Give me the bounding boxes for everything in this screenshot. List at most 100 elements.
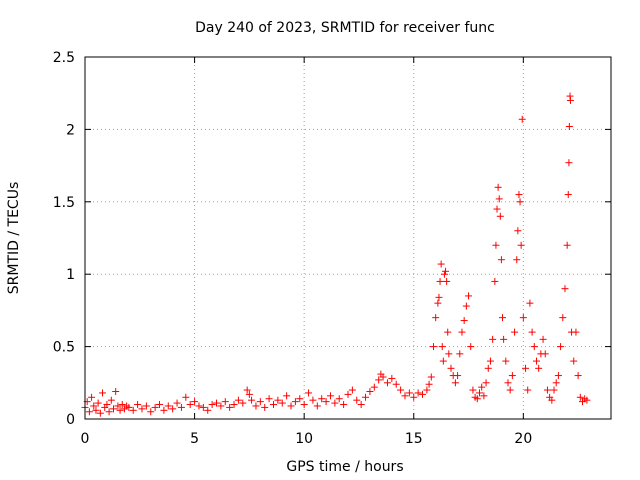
x-tick-label: 10 (295, 431, 313, 447)
data-point (554, 372, 562, 380)
data-point (557, 343, 565, 351)
data-point (513, 256, 521, 264)
data-point (511, 328, 519, 336)
data-point (186, 401, 194, 409)
data-point (445, 350, 453, 358)
data-point (245, 390, 253, 398)
data-point (500, 335, 508, 343)
data-point (370, 383, 378, 391)
data-point (566, 96, 574, 104)
data-point (548, 396, 556, 404)
data-point (283, 392, 291, 400)
data-point (550, 386, 558, 394)
data-point (476, 389, 483, 397)
data-point (447, 364, 455, 372)
data-point (532, 357, 540, 365)
data-point (496, 212, 504, 220)
y-tick-label: 2 (66, 122, 75, 138)
data-point (552, 379, 560, 387)
x-tick-label: 0 (81, 431, 90, 447)
data-point (383, 379, 391, 387)
data-point (561, 285, 569, 293)
data-point (429, 343, 437, 351)
x-tick-label: 20 (514, 431, 532, 447)
data-point (129, 406, 137, 414)
data-point (506, 386, 514, 394)
data-point (105, 408, 113, 416)
data-point (182, 393, 190, 401)
data-point (497, 256, 505, 264)
data-point (414, 389, 422, 397)
x-axis-label: GPS time / hours (286, 459, 403, 475)
data-point (375, 376, 383, 384)
data-point (107, 396, 115, 404)
data-point (465, 292, 473, 300)
data-point (112, 387, 120, 395)
data-point (322, 398, 330, 406)
data-point (191, 398, 199, 406)
data-point (151, 403, 159, 411)
data-point (252, 402, 260, 410)
data-point (305, 389, 313, 397)
data-point (331, 399, 339, 407)
data-point (565, 159, 573, 167)
data-point (94, 399, 102, 407)
data-point (443, 277, 451, 285)
data-point (160, 406, 168, 414)
axis-ticks: 0 0.5 1 1.5 2 2.5 0 5 10 15 20 (53, 50, 611, 447)
data-point (401, 392, 409, 400)
data-point (576, 393, 584, 401)
data-point (199, 403, 207, 411)
data-point (208, 401, 216, 409)
data-point (528, 328, 536, 336)
data-point (300, 401, 308, 409)
data-point (583, 396, 591, 404)
data-point (118, 401, 126, 409)
data-point (456, 350, 464, 358)
data-point (530, 343, 538, 351)
data-point (213, 399, 220, 407)
data-point (313, 402, 321, 410)
data-point (515, 191, 523, 199)
data-point (344, 390, 352, 398)
data-point (388, 374, 396, 382)
x-tick-label: 5 (190, 431, 199, 447)
data-point (564, 191, 572, 199)
data-point (173, 399, 181, 407)
y-tick-label: 0.5 (53, 340, 75, 356)
data-point (502, 357, 510, 365)
data-point (526, 299, 534, 307)
data-markers (81, 92, 591, 417)
data-point (296, 395, 304, 403)
data-point (309, 396, 317, 404)
data-point (460, 317, 468, 325)
data-point (243, 386, 251, 394)
data-point (570, 357, 578, 365)
data-point (274, 396, 282, 404)
data-point (287, 402, 295, 410)
data-point (484, 364, 492, 372)
data-point (458, 328, 466, 336)
data-point (256, 398, 264, 406)
data-point (239, 399, 247, 407)
data-point (125, 403, 133, 411)
data-point (116, 406, 124, 414)
data-point (114, 402, 122, 410)
y-tick-label: 1.5 (53, 195, 75, 211)
data-point (397, 386, 405, 394)
data-point (467, 343, 475, 351)
data-point (230, 401, 238, 409)
data-point (340, 401, 348, 409)
data-point (379, 373, 387, 381)
data-point (164, 402, 172, 410)
data-point (318, 395, 326, 403)
data-point (480, 392, 488, 400)
data-point (440, 270, 448, 278)
data-point (482, 379, 490, 387)
data-point (559, 314, 567, 322)
data-point (434, 299, 442, 307)
data-point (425, 380, 433, 388)
data-point (438, 343, 446, 351)
data-point (435, 293, 443, 301)
data-point (204, 406, 212, 414)
